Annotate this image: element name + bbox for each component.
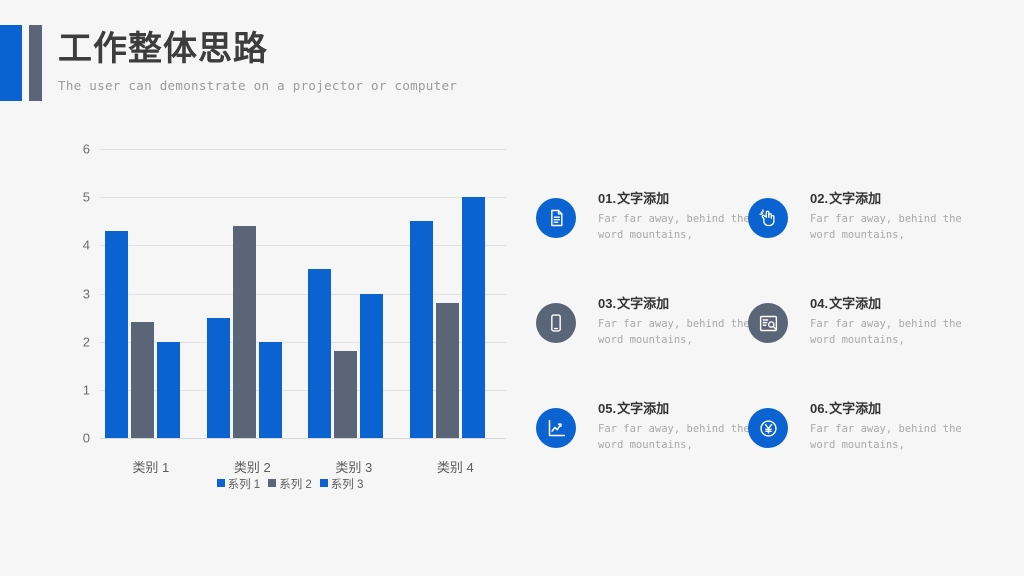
- chart-y-tick-label: 4: [82, 237, 90, 253]
- feature-heading: 03.文字添加: [598, 295, 758, 313]
- chart-y-tick-label: 0: [82, 430, 90, 446]
- chart-bar[interactable]: [308, 269, 332, 438]
- feature-description: Far far away, behind the word mountains,: [598, 213, 750, 241]
- feature-number: 05.: [598, 401, 617, 416]
- page-header: 工作整体思路 The user can demonstrate on a pro…: [0, 25, 1024, 105]
- feature-title: 文字添加: [617, 401, 670, 416]
- feature-body: 02.文字添加 Far far away, behind the word mou…: [810, 190, 970, 243]
- chart-legend-swatch: [268, 479, 277, 487]
- mobile-phone-icon: [536, 303, 576, 343]
- feature-item-06[interactable]: 06.文字添加 Far far away, behind the word mou…: [748, 400, 968, 475]
- chart-bar[interactable]: [232, 226, 256, 438]
- feature-item-04[interactable]: 04.文字添加 Far far away, behind the word mou…: [748, 295, 968, 370]
- feature-item-05[interactable]: 05.文字添加 Far far away, behind the word mou…: [536, 400, 756, 475]
- feature-number: 02.: [810, 191, 829, 206]
- chart-bar-group: [105, 149, 181, 438]
- feature-title: 文字添加: [617, 296, 670, 311]
- feature-number: 06.: [810, 401, 829, 416]
- chart-gridline: [100, 149, 506, 150]
- chart-gridline: [100, 293, 506, 295]
- feature-description: Far far away, behind the word mountains,: [598, 318, 750, 346]
- feature-item-02[interactable]: 02.文字添加 Far far away, behind the word mou…: [748, 190, 968, 265]
- accent-bar-gray: [29, 25, 42, 101]
- page-subtitle: The user can demonstrate on a projector …: [58, 78, 458, 93]
- feature-heading: 06.文字添加: [810, 400, 970, 418]
- chart-bar[interactable]: [258, 341, 282, 438]
- chart-y-tick-label: 3: [82, 286, 90, 301]
- feature-description: Far far away, behind the word mountains,: [810, 213, 962, 241]
- chart-category-label: 类别 3: [335, 460, 373, 475]
- chart-legend-item[interactable]: 系列 3: [319, 476, 364, 492]
- chart-legend-label: 系列 2: [279, 479, 312, 491]
- feature-heading: 05.文字添加: [598, 400, 758, 418]
- chart-gridline: [100, 438, 506, 439]
- chart-bar[interactable]: [461, 197, 485, 438]
- document-icon: [536, 198, 576, 238]
- feature-title: 文字添加: [829, 191, 882, 206]
- chart-bar[interactable]: [435, 303, 459, 438]
- page-title: 工作整体思路: [58, 30, 268, 68]
- chart-y-tick-label: 1: [82, 382, 90, 398]
- chart-legend: 系列 1 系列 2 系列 3: [60, 476, 520, 492]
- feature-item-01[interactable]: 01.文字添加 Far far away, behind the word mou…: [536, 190, 756, 265]
- feature-title: 文字添加: [829, 296, 882, 311]
- line-chart-icon: [536, 408, 576, 448]
- chart-bar[interactable]: [409, 221, 433, 438]
- feature-heading: 04.文字添加: [810, 295, 970, 313]
- chart-bar[interactable]: [334, 351, 358, 438]
- feature-body: 04.文字添加 Far far away, behind the word mou…: [810, 295, 970, 348]
- chart-legend-item[interactable]: 系列 1: [216, 476, 261, 492]
- document-search-icon: [748, 303, 788, 343]
- feature-body: 06.文字添加 Far far away, behind the word mou…: [810, 400, 970, 453]
- chart-plot-area: 类别 1 类别 2 类别 3 类别 4: [100, 149, 506, 475]
- chart-legend-label: 系列 3: [330, 479, 364, 491]
- accent-bar-blue: [0, 25, 22, 101]
- feature-description: Far far away, behind the word mountains,: [598, 423, 750, 451]
- chart-category-label: 类别 4: [436, 460, 474, 475]
- chart-legend-item[interactable]: 系列 2: [268, 476, 312, 492]
- chart-bar[interactable]: [131, 322, 155, 438]
- chart-y-tick-label: 6: [82, 141, 90, 157]
- chart-category-label: 类别 2: [233, 460, 271, 475]
- chart-y-tick-label: 2: [82, 334, 90, 350]
- feature-item-03[interactable]: 03.文字添加 Far far away, behind the word mou…: [536, 295, 756, 370]
- feature-description: Far far away, behind the word mountains,: [810, 423, 962, 451]
- chart-legend-swatch: [216, 479, 225, 487]
- bar-chart: 类别 1 类别 2 类别 3 类别 4 系列 1 系列 2 系列 3 0 1 2 3 4 5 6: [60, 138, 520, 498]
- chart-gridline: [100, 245, 506, 247]
- feature-body: 01.文字添加 Far far away, behind the word mou…: [598, 190, 758, 243]
- feature-description: Far far away, behind the word mountains,: [810, 318, 962, 346]
- chart-gridline: [100, 341, 506, 343]
- feature-number: 04.: [810, 296, 829, 311]
- chart-bar[interactable]: [206, 317, 230, 438]
- feature-number: 03.: [598, 296, 617, 311]
- chart-gridline: [100, 389, 506, 391]
- feature-title: 文字添加: [829, 401, 882, 416]
- feature-heading: 01.文字添加: [598, 190, 758, 208]
- feature-number: 01.: [598, 191, 617, 206]
- feature-body: 03.文字添加 Far far away, behind the word mou…: [598, 295, 758, 348]
- chart-gridline: [100, 197, 506, 199]
- chart-legend-swatch: [319, 479, 328, 487]
- chart-category-label: 类别 1: [132, 460, 170, 475]
- chart-bar-group: [206, 149, 282, 438]
- feature-list: 01.文字添加 Far far away, behind the word mou…: [536, 190, 1006, 480]
- feature-title: 文字添加: [617, 191, 670, 206]
- yen-currency-icon: [748, 408, 788, 448]
- feature-body: 05.文字添加 Far far away, behind the word mou…: [598, 400, 758, 453]
- chart-bar-group: [308, 149, 384, 438]
- chart-bar-group: [409, 149, 485, 438]
- pointing-hand-icon: [748, 198, 788, 238]
- feature-heading: 02.文字添加: [810, 190, 970, 208]
- chart-legend-label: 系列 1: [227, 479, 261, 491]
- chart-bar[interactable]: [360, 293, 384, 438]
- chart-bar[interactable]: [105, 230, 129, 438]
- chart-y-tick-label: 5: [82, 189, 90, 205]
- chart-bar[interactable]: [157, 341, 181, 438]
